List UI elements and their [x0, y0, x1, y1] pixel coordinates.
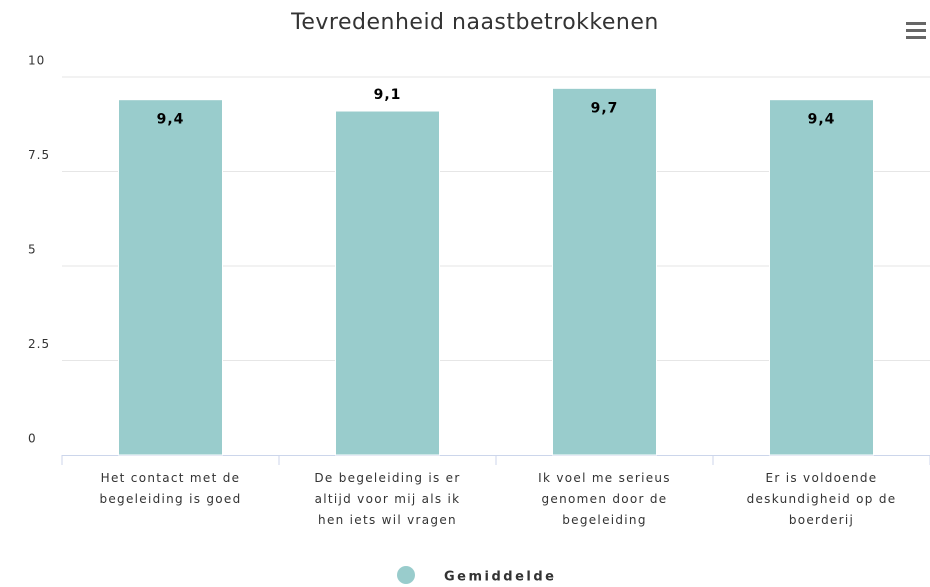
y-tick-label: 7.5: [28, 148, 50, 162]
bar: [552, 87, 657, 456]
data-label: 9,4: [157, 112, 185, 128]
menu-bar[interactable]: [906, 22, 926, 25]
chart-title: Tevredenheid naastbetrokkenen: [290, 10, 659, 35]
x-tick-label: Er is voldoende deskundigheid op de boerde…: [747, 471, 897, 527]
data-label: 9,4: [808, 112, 836, 128]
y-tick-label: 10: [28, 54, 45, 68]
menu-button[interactable]: [906, 22, 926, 39]
menu-bar[interactable]: [906, 36, 926, 39]
y-tick-label: 0: [28, 432, 37, 446]
menu-bar[interactable]: [906, 29, 926, 32]
x-tick-label: Ik voel me serieus genomen door de begelei…: [538, 471, 671, 527]
y-tick-label: 5: [28, 243, 37, 257]
bar: [769, 99, 874, 456]
x-tick-label: Het contact met de begeleiding is goed: [99, 471, 241, 506]
data-label: 9,1: [374, 87, 402, 103]
legend-symbol: [397, 566, 415, 584]
data-label: 9,7: [591, 100, 619, 116]
bar: [335, 110, 440, 456]
x-tick-label: De begeleiding is er altijd voor mij als …: [314, 471, 460, 527]
bar: [118, 99, 223, 456]
y-tick-label: 2.5: [28, 337, 50, 351]
legend-label: Gemiddelde: [444, 570, 557, 585]
